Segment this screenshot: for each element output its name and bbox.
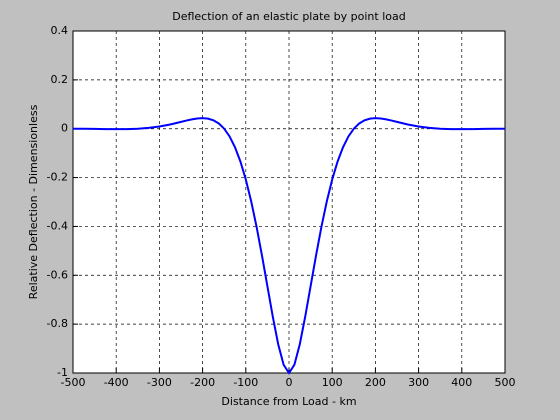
x-tick-label: 300 bbox=[408, 376, 429, 389]
x-tick-label: -100 bbox=[233, 376, 258, 389]
y-tick-label: 0 bbox=[61, 122, 68, 135]
x-tick-label: -200 bbox=[190, 376, 215, 389]
x-tick-label: -500 bbox=[61, 376, 86, 389]
y-tick-label: -0.4 bbox=[47, 219, 68, 232]
x-tick-label: 100 bbox=[322, 376, 343, 389]
y-tick-label: -0.8 bbox=[47, 317, 68, 330]
x-tick-label: -400 bbox=[104, 376, 129, 389]
y-tick-label: -1 bbox=[57, 366, 68, 379]
x-tick-label: 200 bbox=[365, 376, 386, 389]
x-tick-label: -300 bbox=[147, 376, 172, 389]
x-tick-label: 400 bbox=[451, 376, 472, 389]
y-tick-label: 0.4 bbox=[51, 24, 69, 37]
chart-title: Deflection of an elastic plate by point … bbox=[172, 10, 405, 23]
y-axis-label: Relative Deflection - Dimensionless bbox=[27, 104, 40, 299]
x-tick-label: 0 bbox=[286, 376, 293, 389]
data-line bbox=[72, 117, 506, 375]
y-tick-label: -0.2 bbox=[47, 171, 68, 184]
y-tick-label: -0.6 bbox=[47, 268, 68, 281]
y-tick-label: 0.2 bbox=[51, 73, 69, 86]
x-axis-label: Distance from Load - km bbox=[221, 395, 356, 408]
x-tick-label: 500 bbox=[495, 376, 516, 389]
